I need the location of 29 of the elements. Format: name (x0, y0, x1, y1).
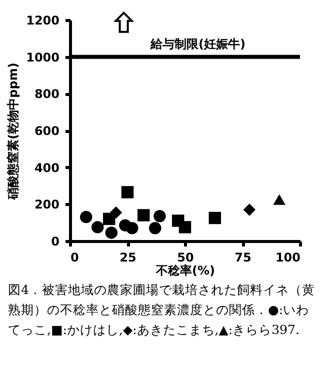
x-tick-label: 100 (275, 250, 300, 264)
point (154, 210, 166, 222)
point (110, 206, 122, 219)
y-tick-label: 0 (51, 234, 60, 248)
point (91, 221, 104, 234)
y-tick-label: 800 (34, 87, 60, 102)
point (105, 226, 118, 239)
y-tick-label: 400 (34, 160, 60, 175)
y-tick-label: 200 (34, 198, 60, 212)
point (243, 204, 256, 216)
point (80, 210, 92, 224)
x-tick-label: 25 (120, 250, 136, 264)
x-tick-label: 75 (234, 250, 252, 264)
point (148, 222, 162, 234)
caption: 図4．被害地域の農家圃場で栽培された飼料イネ（黄熟期）の不稔率と硝酸態窒素濃度との関係．●:いわてっこ,■:かけはし,◆:あきたこまち,▲:きらら397. (8, 281, 316, 339)
point (208, 212, 222, 224)
point (273, 194, 286, 205)
y-tick-label: 1200 (26, 14, 60, 28)
x-tick-label: 0 (70, 250, 79, 264)
point (137, 209, 150, 222)
point (178, 221, 192, 234)
x-axis-title: 不稔率(%) (155, 264, 215, 278)
x-tick-label: 50 (177, 250, 194, 264)
y-axis-title: 硝酸態窒素(乾物中ppm) (6, 62, 20, 200)
y-tick-label: 600 (34, 124, 60, 138)
point (126, 222, 138, 234)
ref-line-label: 給与制限(妊娠牛) (150, 36, 246, 51)
point (121, 186, 134, 198)
y-tick-label: 1000 (26, 50, 60, 64)
